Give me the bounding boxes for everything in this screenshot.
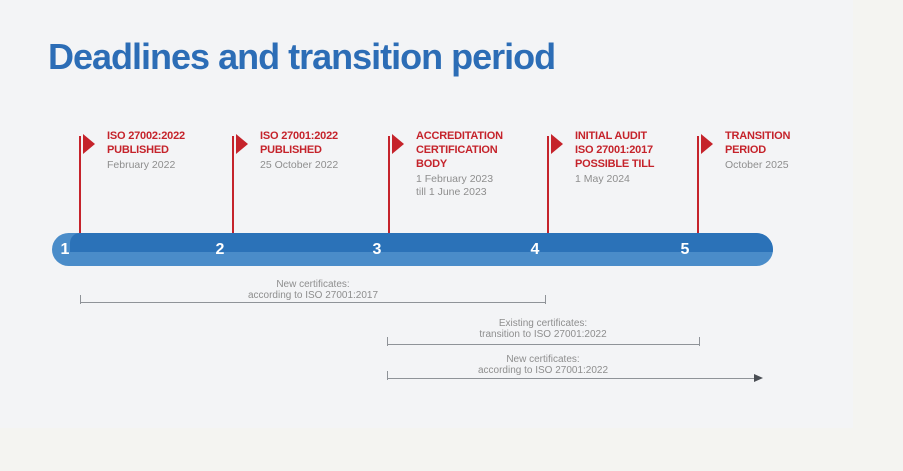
- timeline-bar: 1 2 3 4 5: [52, 233, 773, 266]
- timeline-number-4: 4: [530, 241, 540, 258]
- milestone-date: 25 October 2022: [260, 159, 339, 171]
- milestone-3-label: ACCREDITATION CERTIFICATION BODY 1 Febru…: [416, 129, 566, 199]
- tick-icon: [545, 295, 546, 304]
- slide-canvas: Deadlines and transition period ISO 2700…: [48, 36, 791, 382]
- milestone-1-label: ISO 27002:2022 PUBLISHED February 2022: [107, 129, 257, 172]
- milestone-title: ISO 27001:2022 PUBLISHED: [260, 130, 338, 156]
- milestone-date: 1 February 2023 till 1 June 2023: [416, 173, 494, 198]
- timeline-number-5: 5: [680, 241, 690, 258]
- milestone-4-stem: [547, 136, 549, 256]
- annotation-2-text: Existing certificates: transition to ISO…: [479, 318, 607, 340]
- flag-icon: [236, 134, 248, 154]
- annotation-3-text: New certificates: according to ISO 27001…: [477, 354, 609, 376]
- flag-icon: [83, 134, 95, 154]
- flag-icon: [701, 134, 713, 154]
- timeline-number-1: 1: [60, 241, 70, 258]
- page-title: Deadlines and transition period: [48, 36, 556, 77]
- milestone-3-stem: [388, 136, 390, 256]
- annotation-1-span: [80, 295, 546, 304]
- arrow-right-icon: [754, 374, 763, 382]
- milestone-5: TRANSITION PERIOD October 2025: [694, 130, 877, 264]
- milestone-date: 1 May 2024: [575, 173, 630, 185]
- tick-icon: [387, 371, 388, 380]
- milestone-5-stem: [697, 136, 699, 256]
- timeline-number-3: 3: [372, 241, 382, 258]
- milestone-2-stem: [232, 136, 234, 256]
- timeline-number-2: 2: [215, 241, 225, 258]
- milestone-title: ACCREDITATION CERTIFICATION BODY: [416, 130, 503, 170]
- flag-icon: [551, 134, 563, 154]
- tick-icon: [699, 337, 700, 346]
- milestone-3: ACCREDITATION CERTIFICATION BODY 1 Febru…: [385, 130, 568, 264]
- annotation-2-span: [387, 337, 700, 346]
- milestone-2-label: ISO 27001:2022 PUBLISHED 25 October 2022: [260, 129, 410, 172]
- milestone-date: October 2025: [725, 159, 789, 171]
- milestone-5-label: TRANSITION PERIOD October 2025: [725, 129, 875, 172]
- annotation-1-text: New certificates: according to ISO 27001…: [247, 279, 379, 301]
- flag-icon: [392, 134, 404, 154]
- tick-icon: [387, 337, 388, 346]
- milestone-title: TRANSITION PERIOD: [725, 130, 791, 156]
- milestone-title: INITIAL AUDIT ISO 27001:2017 POSSIBLE TI…: [575, 130, 655, 170]
- milestone-title: ISO 27002:2022 PUBLISHED: [107, 130, 185, 156]
- tick-icon: [80, 295, 81, 304]
- milestone-date: February 2022: [107, 159, 176, 171]
- timeline-bar-highlight: [70, 233, 773, 252]
- annotation-3-span: [387, 371, 763, 382]
- milestone-1-stem: [79, 136, 81, 256]
- milestone-4-label: INITIAL AUDIT ISO 27001:2017 POSSIBLE TI…: [575, 129, 725, 186]
